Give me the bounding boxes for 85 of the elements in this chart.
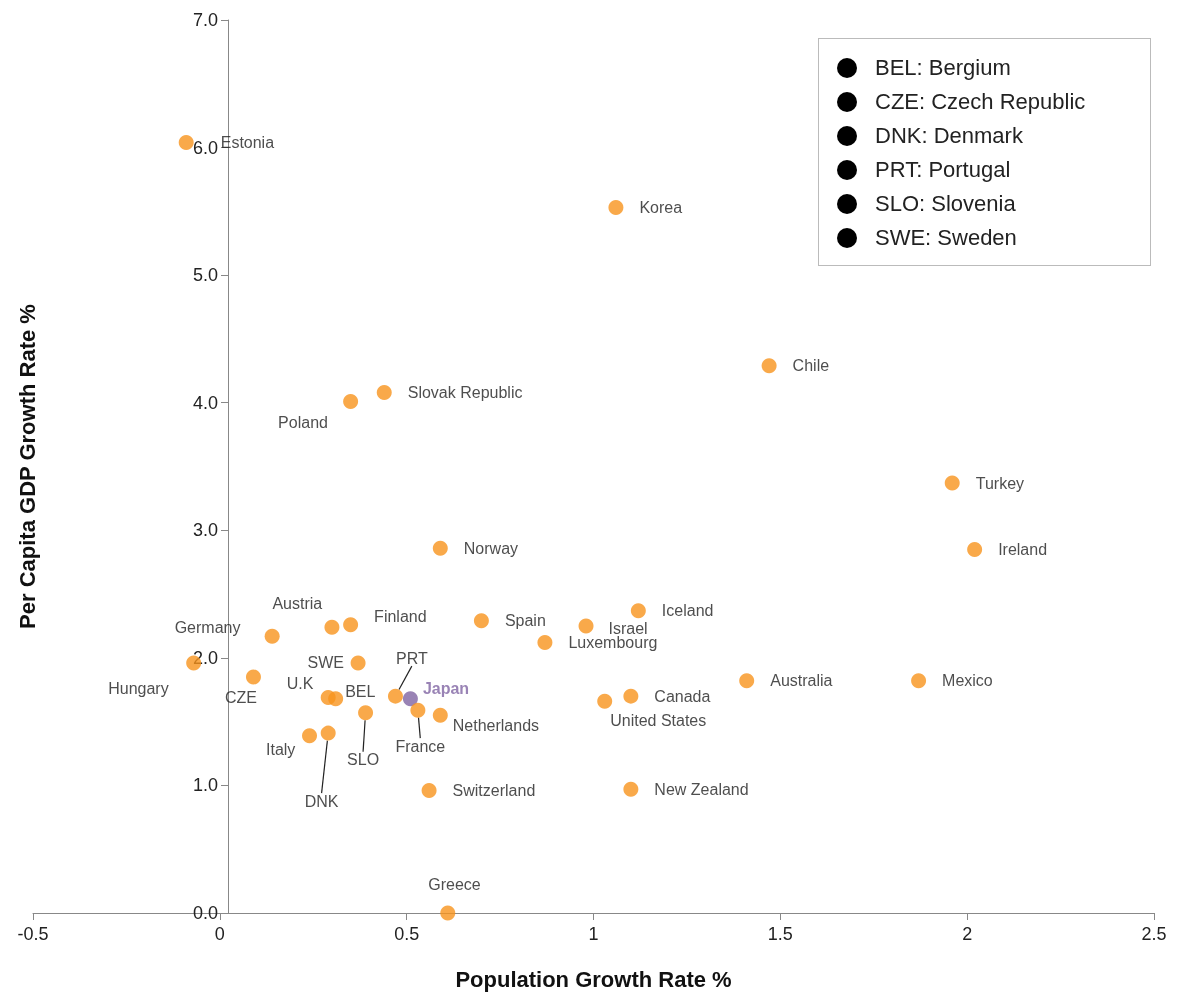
annotation: Poland — [278, 413, 328, 431]
point — [630, 603, 646, 619]
point — [264, 628, 280, 644]
point — [473, 613, 489, 629]
x-tick-label: 0 — [214, 924, 225, 944]
x-tick-label: 2 — [962, 924, 973, 944]
y-tick-label: 5.0 — [192, 265, 218, 286]
annotation: Mexico — [942, 672, 993, 690]
annotation: BEL: Bergium — [875, 55, 1011, 81]
x-tick-label: 1 — [588, 924, 599, 944]
annotation: Netherlands — [452, 716, 540, 734]
annotation: France — [395, 737, 446, 755]
annotation: Norway — [463, 539, 519, 557]
annotation: DNK — [304, 792, 339, 810]
point — [944, 475, 960, 491]
annotation: CZE: Czech Republic — [875, 89, 1086, 115]
point — [623, 688, 639, 704]
annotation: SLO: Slovenia — [875, 191, 1016, 217]
point — [376, 385, 392, 400]
x-tick-label: 0.5 — [394, 924, 420, 944]
annotation: Switzerland — [452, 782, 536, 800]
point — [440, 905, 456, 921]
y-tick-label: 0.0 — [192, 903, 218, 923]
y-tick-label: 1.0 — [192, 775, 218, 796]
x-tick-label: 1.5 — [767, 924, 793, 944]
annotation: Slovak Republic — [407, 384, 523, 402]
point — [358, 705, 374, 721]
point — [410, 702, 426, 718]
point — [623, 781, 639, 797]
point — [245, 669, 261, 685]
annotation: Korea — [639, 199, 683, 217]
point — [967, 541, 983, 557]
y-tick-label: 4.0 — [192, 392, 218, 413]
y-tick-label: 3.0 — [192, 520, 218, 541]
y-tick-label: 6.0 — [192, 137, 218, 158]
x-axis-title: Population Growth Rate % — [455, 966, 732, 992]
annotation: Ireland — [998, 540, 1048, 558]
annotation: PRT: Portugal — [875, 157, 1011, 183]
y-tick-label: 2.0 — [192, 647, 218, 668]
point — [343, 393, 359, 409]
annotation: Greece — [428, 875, 481, 893]
annotation: Canada — [654, 687, 711, 705]
point — [432, 707, 448, 723]
y-axis-title: Per Capita GDP Growth Rate % — [14, 304, 40, 629]
annotation: Spain — [504, 612, 546, 630]
point — [387, 688, 403, 704]
annotation: SWE — [307, 654, 345, 672]
point — [597, 693, 613, 709]
point — [432, 540, 448, 556]
annotation: New Zealand — [654, 780, 749, 798]
point — [421, 783, 437, 799]
point — [302, 728, 318, 744]
point — [402, 691, 418, 707]
annotation: Luxembourg — [568, 634, 658, 652]
annotation: SLO — [347, 751, 380, 769]
x-tick-label: -0.5 — [17, 924, 49, 944]
y-tick-label: 7.0 — [192, 10, 218, 30]
point — [320, 725, 336, 741]
point — [537, 635, 553, 651]
point — [343, 617, 359, 633]
annotation: U.K — [286, 674, 314, 692]
point — [608, 200, 624, 216]
point — [328, 691, 344, 707]
annotation: SWE: Sweden — [875, 225, 1017, 251]
annotation: Japan — [422, 680, 470, 698]
annotation: Chile — [792, 357, 830, 375]
annotation: Finland — [374, 608, 427, 626]
point — [761, 358, 777, 374]
annotation: PRT — [395, 649, 428, 667]
point — [578, 618, 594, 634]
annotation: DNK: Denmark — [875, 123, 1023, 149]
annotation: BEL — [345, 683, 376, 701]
point — [350, 655, 366, 671]
point — [324, 619, 340, 635]
annotation: Australia — [770, 672, 833, 690]
annotation: Hungary — [108, 680, 169, 698]
annotation: Austria — [272, 594, 323, 612]
point — [739, 673, 755, 689]
annotation: Iceland — [661, 602, 714, 620]
point — [911, 673, 927, 689]
annotation: Turkey — [975, 474, 1025, 492]
annotation: United States — [610, 711, 707, 729]
annotation: Italy — [266, 741, 296, 759]
point — [178, 134, 194, 150]
x-tick-label: 2.5 — [1141, 924, 1167, 944]
